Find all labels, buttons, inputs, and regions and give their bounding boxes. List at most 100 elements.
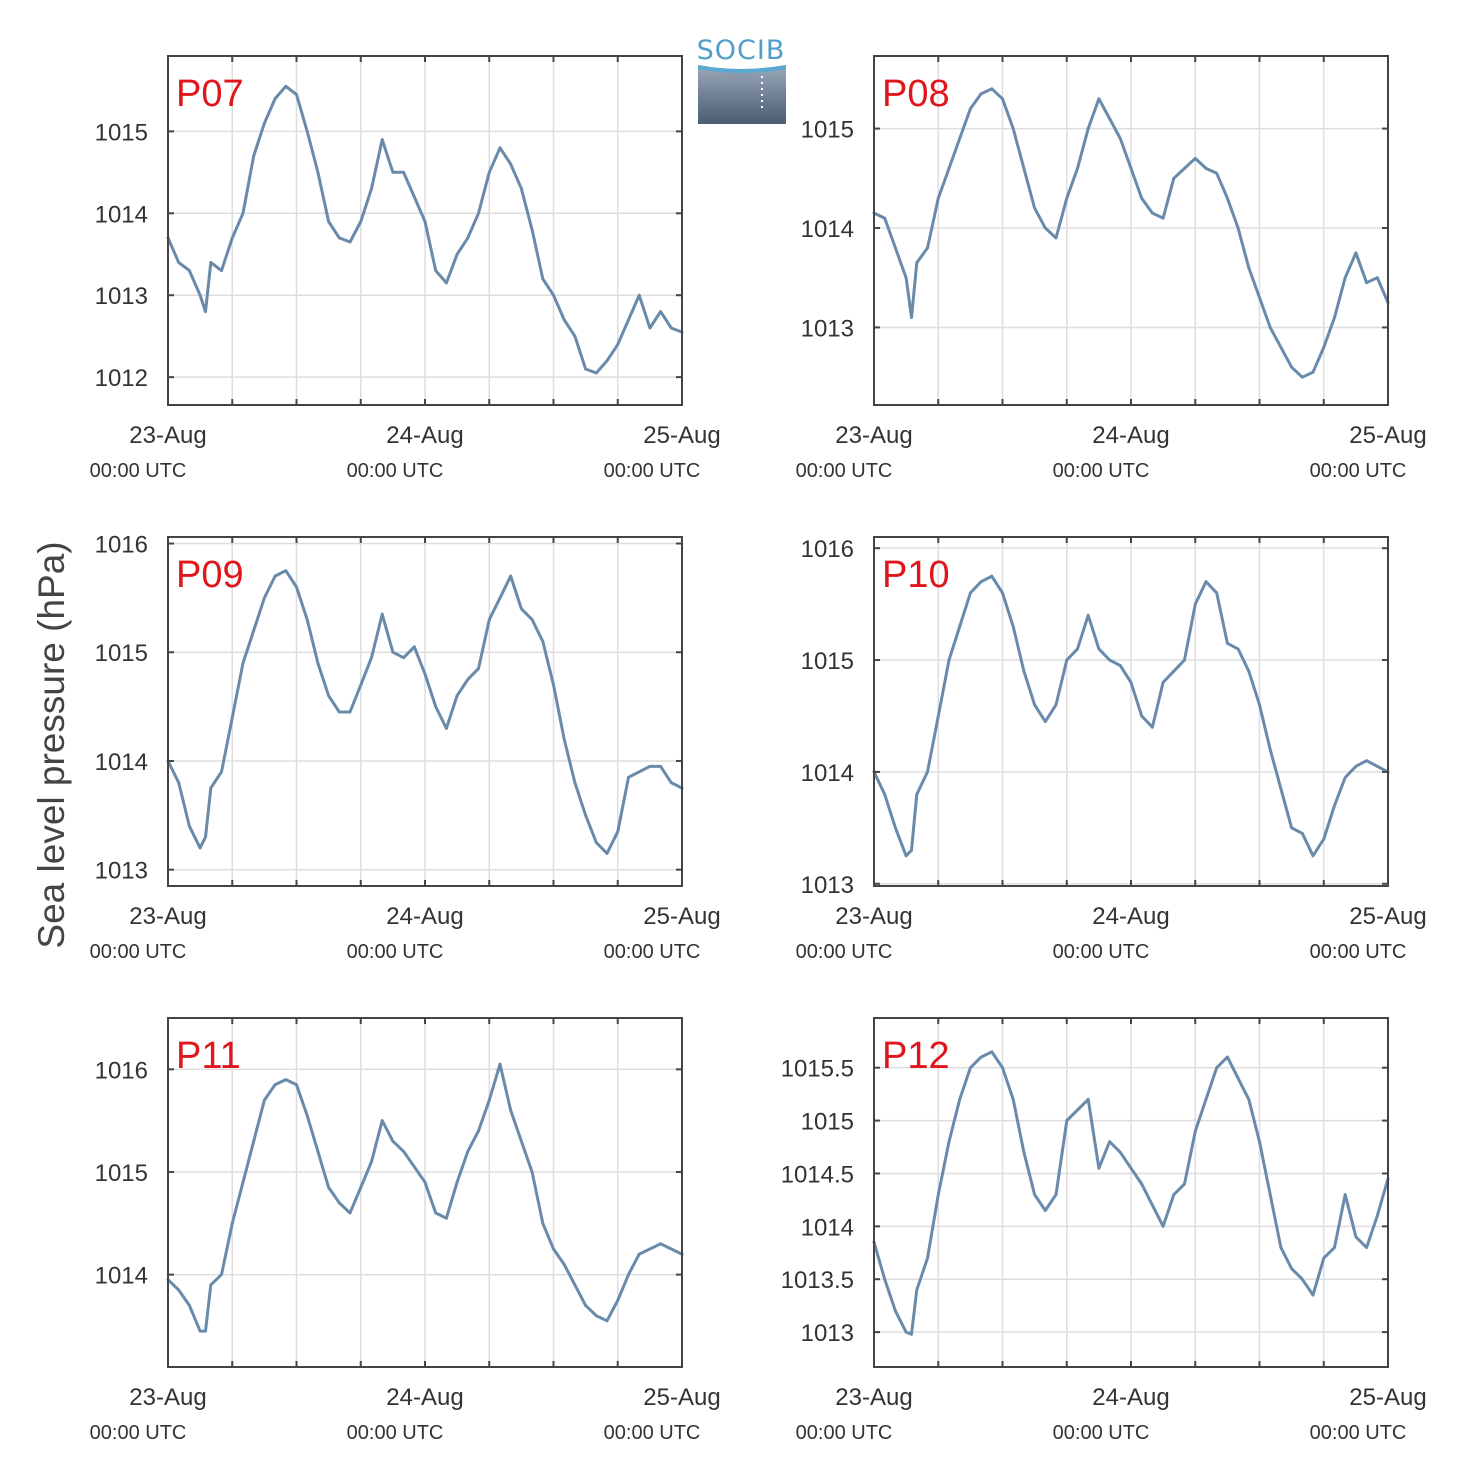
data-point bbox=[209, 786, 213, 790]
data-point bbox=[466, 678, 470, 681]
data-point bbox=[562, 737, 566, 741]
data-point bbox=[1300, 832, 1304, 835]
data-point bbox=[305, 618, 309, 621]
data-point bbox=[1043, 720, 1047, 723]
data-point bbox=[327, 220, 330, 223]
data-point bbox=[541, 640, 545, 643]
data-point bbox=[1247, 266, 1251, 270]
data-point bbox=[359, 220, 363, 223]
data-point bbox=[1161, 681, 1165, 684]
data-point bbox=[616, 830, 620, 833]
data-point bbox=[669, 326, 673, 330]
x-tick-sublabel: 00:00 UTC bbox=[90, 941, 187, 963]
x-tick-label: 23-Aug bbox=[835, 422, 912, 449]
y-tick-label: 1015 bbox=[801, 648, 854, 675]
data-point bbox=[188, 1304, 191, 1307]
panel-label-p09: P09 bbox=[176, 554, 244, 596]
data-point bbox=[402, 1150, 405, 1153]
data-point bbox=[1375, 764, 1379, 768]
data-point bbox=[1097, 1166, 1101, 1170]
data-point bbox=[894, 826, 897, 830]
y-tick-label: 1013 bbox=[801, 872, 854, 899]
data-point bbox=[1322, 345, 1326, 349]
data-point bbox=[894, 1309, 897, 1313]
data-point bbox=[979, 1055, 983, 1059]
data-point bbox=[434, 705, 438, 708]
data-point bbox=[1161, 216, 1165, 220]
data-point bbox=[627, 318, 630, 322]
data-point bbox=[616, 1298, 620, 1302]
data-point bbox=[220, 1273, 223, 1276]
data-point bbox=[1300, 375, 1304, 379]
x-tick-label: 23-Aug bbox=[129, 1384, 206, 1411]
data-point bbox=[423, 1180, 427, 1184]
data-point bbox=[1151, 725, 1154, 729]
data-point bbox=[487, 170, 491, 174]
data-point bbox=[904, 276, 908, 280]
data-point bbox=[990, 574, 994, 578]
data-point bbox=[316, 1150, 320, 1153]
data-point bbox=[188, 269, 191, 272]
data-point bbox=[252, 629, 256, 632]
data-point bbox=[541, 277, 545, 281]
data-point bbox=[1001, 591, 1004, 595]
data-point bbox=[359, 1186, 363, 1189]
data-point bbox=[241, 1180, 245, 1184]
data-point bbox=[1215, 591, 1219, 595]
data-point bbox=[273, 1083, 277, 1087]
x-tick-sublabel: 00:00 UTC bbox=[1053, 460, 1150, 482]
data-point bbox=[204, 310, 207, 313]
y-tick-label: 1014 bbox=[801, 760, 854, 787]
data-point bbox=[1054, 1193, 1058, 1196]
data-point bbox=[1343, 1193, 1347, 1196]
data-point bbox=[445, 1216, 448, 1220]
data-point bbox=[252, 1139, 256, 1143]
x-tick-label: 25-Aug bbox=[643, 1384, 720, 1411]
data-point bbox=[1054, 236, 1058, 240]
data-point bbox=[1226, 196, 1229, 200]
data-point bbox=[1097, 97, 1101, 101]
data-point bbox=[391, 170, 395, 174]
x-tick-label: 25-Aug bbox=[643, 422, 720, 449]
data-point bbox=[936, 196, 940, 200]
chart-panel-p12: 1013 1013.5 1014 1014.5 1015 1015.5 23-Aug 00:0… bbox=[781, 1017, 1427, 1444]
data-point bbox=[177, 781, 181, 785]
data-point bbox=[337, 710, 341, 714]
data-point bbox=[423, 672, 427, 676]
data-point bbox=[1226, 1055, 1229, 1059]
data-point bbox=[1290, 1267, 1293, 1270]
chart-panel-p07: 1012 1013 1014 1015 23-Aug 00:00 UTC 24-Aug 00:… bbox=[90, 55, 721, 482]
y-tick-label: 1015.5 bbox=[781, 1056, 854, 1083]
data-point bbox=[530, 228, 534, 232]
data-point bbox=[979, 580, 983, 584]
x-tick-sublabel: 00:00 UTC bbox=[347, 1422, 444, 1444]
data-point bbox=[455, 694, 459, 698]
x-tick-sublabel: 00:00 UTC bbox=[796, 460, 893, 482]
data-point bbox=[380, 612, 384, 616]
data-point bbox=[370, 187, 373, 191]
data-point bbox=[520, 1139, 523, 1143]
data-point bbox=[305, 1114, 309, 1117]
chart-panel-p11: 1014 1015 1016 23-Aug 00:00 UTC 24-Aug 00:00 U… bbox=[90, 1017, 721, 1444]
data-point bbox=[637, 770, 641, 774]
data-point bbox=[1322, 1256, 1326, 1260]
data-point bbox=[1343, 276, 1347, 280]
data-point bbox=[509, 1109, 513, 1112]
data-point bbox=[487, 1098, 491, 1102]
y-tick-label: 1015 bbox=[801, 117, 854, 144]
data-point bbox=[1033, 703, 1036, 707]
data-point bbox=[1129, 1166, 1133, 1170]
data-point bbox=[509, 574, 513, 578]
data-point bbox=[1236, 647, 1240, 651]
data-point bbox=[1086, 127, 1090, 130]
x-tick-sublabel: 00:00 UTC bbox=[604, 460, 701, 482]
data-point bbox=[1054, 703, 1058, 707]
data-point bbox=[1247, 669, 1251, 673]
y-tick-label: 1014 bbox=[95, 201, 148, 228]
data-point bbox=[263, 121, 266, 125]
x-tick-sublabel: 00:00 UTC bbox=[90, 460, 187, 482]
data-point bbox=[648, 1247, 652, 1251]
data-point bbox=[402, 656, 405, 660]
data-point bbox=[198, 293, 202, 297]
data-point bbox=[402, 170, 405, 174]
